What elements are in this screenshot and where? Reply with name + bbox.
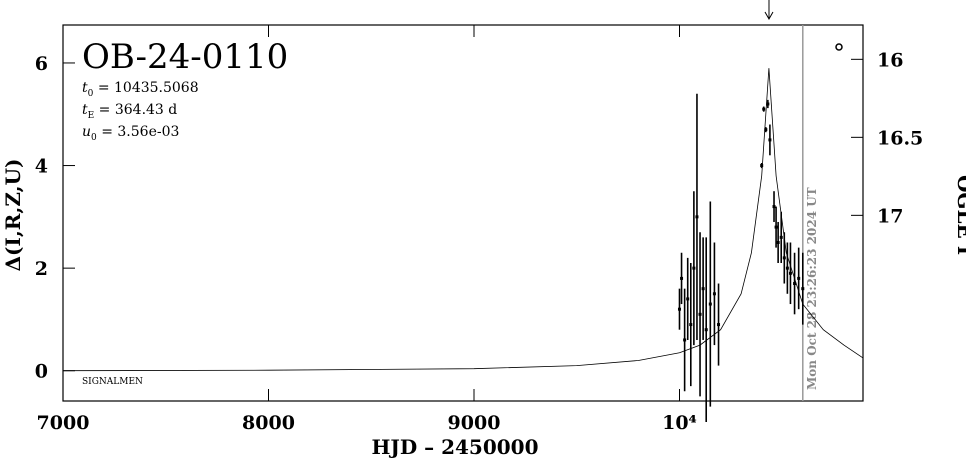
data-point xyxy=(766,102,770,106)
param-value: = 3.56e-03 xyxy=(97,124,180,140)
peak-arrow-head xyxy=(764,11,774,21)
data-point xyxy=(683,338,687,342)
data-point xyxy=(680,276,684,280)
data-point xyxy=(785,266,789,270)
data-point xyxy=(686,297,690,301)
x-tick-label: 9000 xyxy=(448,412,501,434)
data-point xyxy=(774,225,778,229)
fit-parameter: u0 = 3.56e-03 xyxy=(82,124,179,143)
data-point xyxy=(764,128,768,132)
data-point xyxy=(708,302,712,306)
data-point xyxy=(797,276,801,280)
data-point xyxy=(689,323,693,327)
y-tick-label: 0 xyxy=(35,361,48,383)
data-point xyxy=(788,271,792,275)
param-subscript: E xyxy=(88,111,95,121)
y2-tick-label: 16 xyxy=(877,49,903,71)
y2-tick-label: 17 xyxy=(877,205,903,227)
data-point xyxy=(692,266,696,270)
fit-parameter: t0 = 10435.5068 xyxy=(82,80,199,99)
timestamp: Mon Oct 28 23:26:23 2024 UT xyxy=(805,187,819,390)
y-tick-label: 6 xyxy=(35,53,48,75)
y2-tick-label: 16.5 xyxy=(877,127,923,149)
param-value: = 364.43 d xyxy=(94,102,177,118)
param-value: = 10435.5068 xyxy=(93,80,198,96)
data-point xyxy=(782,256,786,260)
data-point xyxy=(760,164,764,168)
y-tick-label: 2 xyxy=(35,258,48,280)
chart-title: OB-24-0110 xyxy=(82,37,288,77)
data-point xyxy=(768,138,772,142)
x-tick-label: 7000 xyxy=(37,412,90,434)
param-symbol: t xyxy=(82,80,88,96)
x-tick-label: 10⁴ xyxy=(662,412,697,434)
param-symbol: t xyxy=(82,102,88,118)
fit-parameter: tE = 364.43 d xyxy=(82,102,177,121)
data-point xyxy=(701,287,705,291)
param-symbol: u xyxy=(82,124,91,140)
data-point xyxy=(698,312,702,316)
param-subscript: 0 xyxy=(88,89,94,99)
symbol xyxy=(835,43,843,51)
plot-frame xyxy=(62,24,864,402)
data-point xyxy=(695,215,699,219)
data-point xyxy=(779,235,783,239)
data-point xyxy=(772,205,776,209)
data-point xyxy=(762,107,766,111)
annotation: SIGNALMEN xyxy=(82,377,143,387)
data-point xyxy=(717,323,721,327)
data-point xyxy=(776,240,780,244)
y-tick-label: 4 xyxy=(35,156,48,178)
y2-axis-label: OGLE I xyxy=(953,175,966,255)
x-axis-label: HJD – 2450000 xyxy=(371,435,538,459)
data-point xyxy=(704,328,708,332)
model-curve xyxy=(62,68,864,372)
param-subscript: 0 xyxy=(91,133,97,143)
data-point xyxy=(793,282,797,286)
x-tick-label: 8000 xyxy=(242,412,295,434)
data-point xyxy=(801,287,805,291)
data-point xyxy=(677,307,681,311)
data-point xyxy=(712,292,716,296)
y-axis-label: Δ(I,R,Z,U) xyxy=(1,159,25,272)
